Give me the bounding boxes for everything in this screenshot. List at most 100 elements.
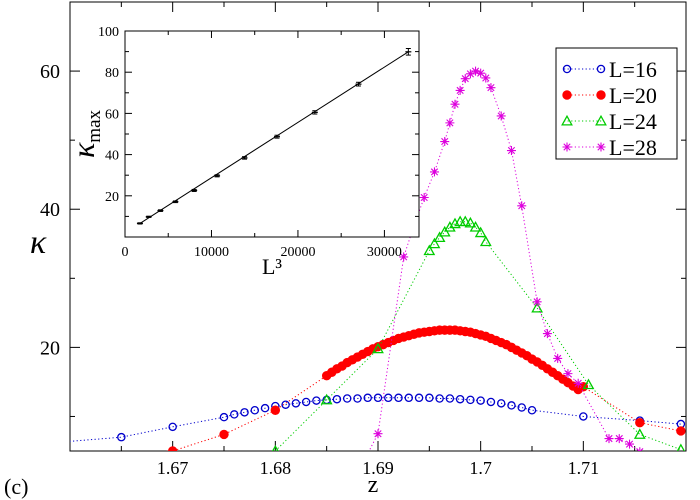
legend: L=16L=20L=24L=28	[555, 47, 678, 160]
inset-x-tick-label: 0	[122, 245, 129, 260]
data-point	[517, 201, 527, 211]
data-point	[312, 396, 321, 405]
data-point	[271, 444, 279, 451]
data-point	[281, 400, 290, 409]
inset-data-point	[157, 209, 164, 212]
inset-y-tick-label: 20	[105, 190, 119, 205]
legend-label: L=16	[609, 57, 657, 82]
main-x-tick-label: 1.71	[568, 458, 600, 478]
data-point	[625, 439, 635, 449]
data-point	[465, 69, 475, 79]
legend-marker	[562, 90, 572, 100]
data-point	[117, 432, 126, 442]
data-point	[332, 394, 342, 404]
inset-y-tick-label: 40	[105, 149, 119, 164]
inset-y-tick-label: 60	[105, 107, 119, 122]
data-point	[419, 192, 429, 202]
main-y-axis-label: κ	[30, 224, 47, 261]
data-point	[291, 399, 301, 408]
data-point	[532, 297, 542, 307]
data-point	[372, 342, 384, 354]
data-point	[429, 167, 439, 177]
data-point	[496, 399, 506, 408]
legend-marker	[596, 64, 606, 74]
data-point	[474, 226, 487, 238]
legend-marker	[562, 142, 572, 152]
main-x-axis-label: z	[368, 472, 379, 498]
data-point	[342, 394, 352, 403]
data-point	[479, 235, 492, 247]
data-point	[373, 393, 383, 403]
inset-data-point	[355, 81, 362, 87]
data-point	[531, 301, 544, 313]
main-y-tick-label: 60	[40, 61, 60, 83]
data-point	[579, 412, 588, 421]
series-l-24	[271, 215, 686, 451]
inset-data-point	[191, 188, 198, 192]
data-point	[270, 405, 281, 415]
data-point	[455, 85, 465, 95]
legend-marker	[596, 142, 606, 152]
legend-marker	[562, 64, 572, 74]
inset-data-point	[214, 174, 221, 178]
legend-marker	[596, 90, 606, 100]
data-point	[167, 446, 178, 451]
inset-x-tick-label: 30000	[367, 245, 402, 260]
series-l-16	[70, 393, 686, 442]
legend-label: L=28	[609, 135, 657, 160]
data-point	[450, 99, 460, 109]
main-x-tick-label: 1.68	[260, 458, 292, 478]
series-l-28	[368, 66, 644, 451]
data-point	[443, 221, 456, 232]
inset-y-tick-label: 80	[105, 66, 119, 81]
main-x-tick-label: 1.7	[469, 458, 492, 478]
inset-data-point	[273, 134, 280, 139]
main-x-tick-label: 1.69	[362, 458, 394, 478]
data-point	[449, 217, 461, 229]
inset-data-point	[311, 110, 318, 115]
series-line	[368, 70, 640, 451]
data-point	[445, 118, 455, 128]
data-point	[676, 426, 686, 436]
data-point	[250, 405, 260, 415]
data-point	[476, 396, 485, 405]
data-point	[486, 397, 496, 407]
data-point	[582, 378, 595, 390]
inset-data-point	[136, 222, 143, 225]
data-point	[469, 221, 482, 232]
data-point	[433, 231, 446, 243]
data-point	[353, 394, 362, 403]
data-point	[414, 393, 424, 403]
data-point	[635, 417, 645, 428]
legend-label: L=20	[609, 83, 657, 108]
data-point	[373, 429, 383, 439]
inset-data-point	[405, 48, 412, 56]
data-point	[445, 394, 455, 403]
data-point	[604, 434, 614, 444]
data-point	[363, 393, 372, 403]
data-point	[435, 394, 444, 403]
data-point	[676, 443, 686, 451]
inset-x-tick-label: 20000	[280, 245, 315, 260]
series-line	[70, 397, 681, 442]
data-point	[460, 74, 470, 84]
data-point	[506, 146, 516, 156]
data-point	[440, 137, 450, 147]
inset-fit-line	[139, 51, 409, 224]
data-point	[219, 429, 229, 440]
main-ticks: 1.67 1.68 1.69 1.7 1.71 20 40 60	[40, 2, 686, 478]
inset-x-axis-label: L³	[262, 254, 282, 279]
data-point	[481, 73, 491, 83]
data-point	[320, 393, 333, 405]
data-point	[527, 405, 537, 415]
data-point	[614, 434, 624, 444]
data-point	[219, 412, 229, 422]
data-point	[464, 216, 477, 228]
inset-ticks: 0 10000 20000 30000 20 40 60 80 100	[98, 25, 419, 260]
legend-marker	[595, 114, 607, 126]
inset-series	[136, 48, 412, 225]
main-x-tick-label: 1.67	[157, 458, 189, 478]
data-point	[573, 378, 583, 388]
data-point	[476, 68, 486, 78]
